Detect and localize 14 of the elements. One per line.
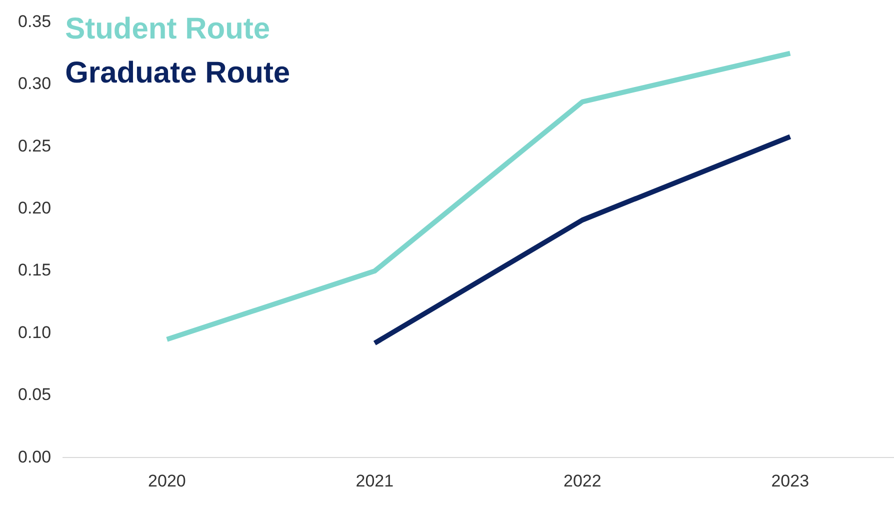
y-tick-label: 0.25 xyxy=(18,136,52,156)
y-tick-label: 0.15 xyxy=(18,260,52,280)
y-tick-label: 0.00 xyxy=(18,447,52,466)
y-tick-label: 0.10 xyxy=(18,322,52,342)
text: Student Route xyxy=(65,12,270,46)
y-tick-label: 0.35 xyxy=(18,12,52,31)
text: Graduate Route xyxy=(65,56,290,90)
x-tick-label: 2022 xyxy=(563,471,602,490)
x-tick-label: 2021 xyxy=(356,471,394,490)
x-tick-label: 2023 xyxy=(771,471,810,490)
x-tick-label: 2020 xyxy=(148,471,186,490)
y-tick-label: 0.30 xyxy=(18,74,52,94)
y-tick-label: 0.05 xyxy=(18,385,52,404)
y-tick-label: 0.20 xyxy=(18,198,52,218)
